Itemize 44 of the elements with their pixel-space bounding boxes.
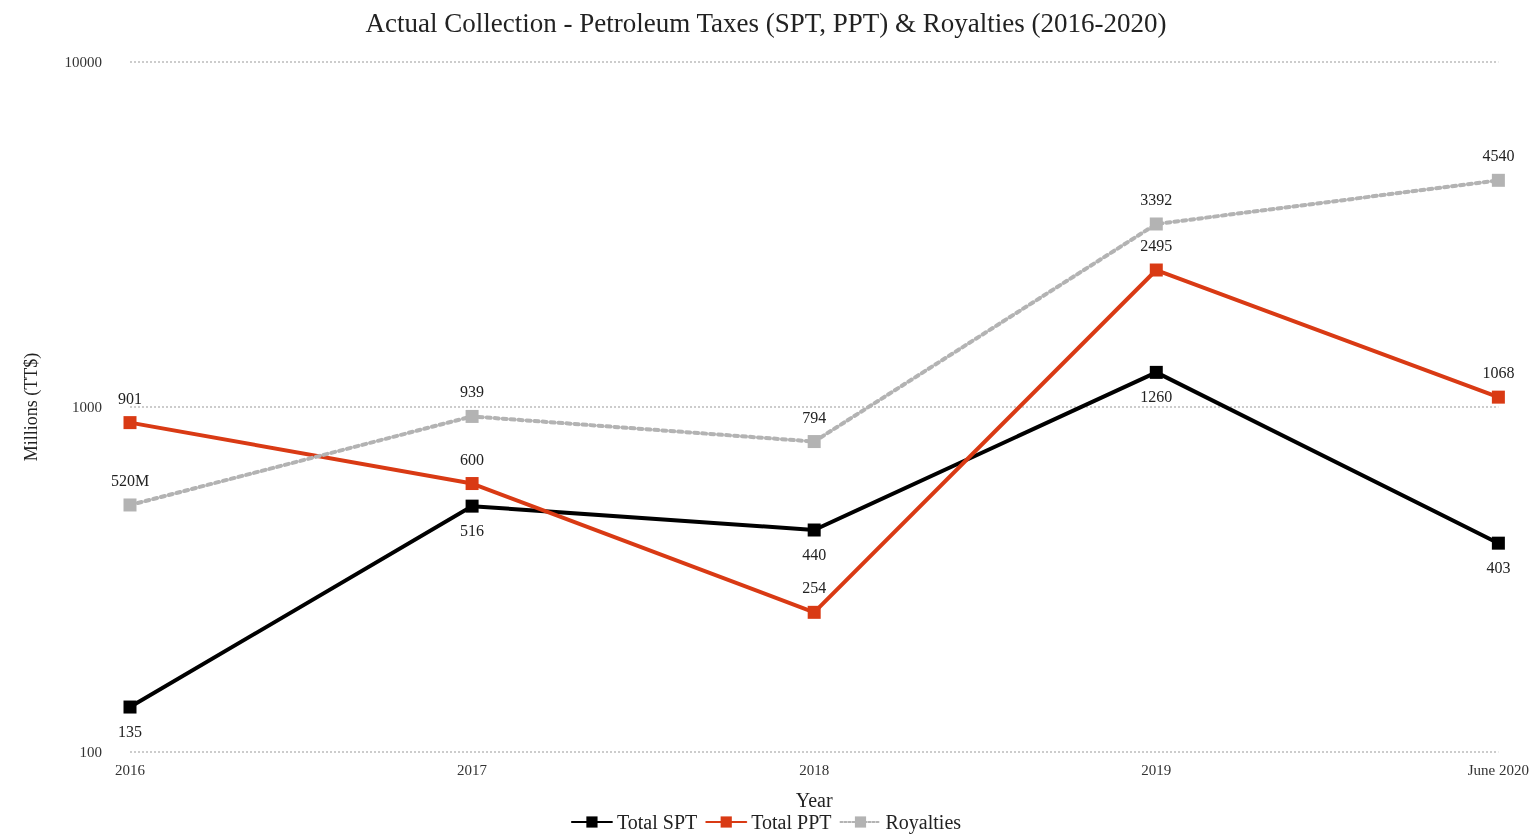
point <box>1149 217 1163 231</box>
point <box>465 477 479 491</box>
data-label: 3392 <box>1140 190 1173 208</box>
point <box>465 409 479 423</box>
data-label: 516 <box>460 522 485 540</box>
point <box>123 416 137 430</box>
point <box>123 700 137 714</box>
point <box>465 499 479 513</box>
data-label: 2495 <box>1140 237 1173 255</box>
data-label: 901 <box>118 389 142 407</box>
x-tick-label: 2016 <box>115 761 146 778</box>
chart-title: Actual Collection - Petroleum Taxes (SPT, PPT) & Royalties (2016-2020) <box>365 7 1167 38</box>
data-label: 939 <box>460 383 485 401</box>
x-tick-label: 2018 <box>799 761 830 778</box>
legend-label: Total SPT <box>616 811 698 833</box>
point <box>807 523 821 537</box>
x-axis-title: Year <box>795 789 833 811</box>
x-tick-label: June 2020 <box>1467 761 1529 778</box>
data-label: 135 <box>118 723 142 741</box>
data-label: 794 <box>802 408 827 426</box>
data-label: 4540 <box>1482 147 1515 165</box>
point <box>1491 536 1505 550</box>
point <box>807 435 821 449</box>
legend-label: Total PPT <box>751 811 832 833</box>
data-label: 403 <box>1486 559 1511 577</box>
y-axis-title: Millions (TT$) <box>21 352 42 462</box>
data-label: 1260 <box>1140 388 1173 406</box>
data-label: 600 <box>460 450 485 468</box>
y-tick-label: 1000 <box>72 399 102 415</box>
y-tick-label: 100 <box>79 744 102 760</box>
point <box>1149 365 1163 379</box>
point <box>123 498 137 512</box>
point <box>1491 390 1505 404</box>
data-label: 254 <box>802 579 827 597</box>
data-label: 440 <box>802 546 827 564</box>
x-tick-label: 2017 <box>457 761 488 778</box>
data-label: 520M <box>110 471 150 489</box>
point <box>807 605 821 619</box>
y-tick-label: 10000 <box>64 54 102 70</box>
point <box>1491 173 1505 187</box>
x-tick-label: 2019 <box>1141 761 1172 778</box>
data-label: 1068 <box>1482 364 1515 382</box>
legend-label: Royalties <box>885 811 962 834</box>
point <box>1149 263 1163 277</box>
